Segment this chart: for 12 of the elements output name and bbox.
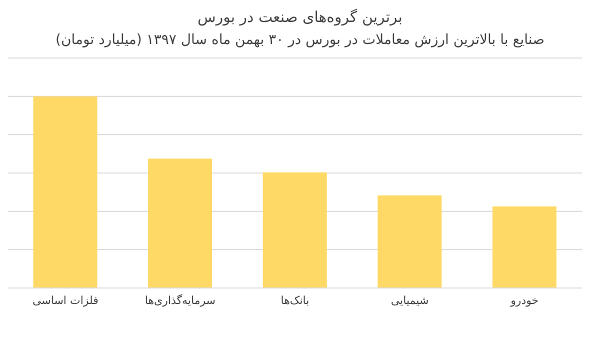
chart-title: برترین گروه‌های صنعت در بورس — [196, 8, 404, 26]
x-tick-label: شیمیایی — [390, 294, 429, 307]
x-tick-label: فلزات اساسی — [32, 294, 98, 307]
chart-subtitle: صنایع با بالاترین ارزش معاملات در بورس در ۳۰ بهمن ماه سال ۱۳۹۷ (میلیارد تومان) — [54, 32, 546, 48]
x-tick-label: بانک‌ها — [280, 294, 310, 307]
bar — [148, 158, 212, 288]
x-tick-label: سرمایه‌گذاری‌ها — [144, 294, 216, 307]
bar — [492, 206, 556, 288]
bar — [33, 96, 98, 288]
bar — [262, 172, 327, 288]
bar — [378, 195, 442, 288]
x-tick-label: خودرو — [510, 294, 539, 307]
